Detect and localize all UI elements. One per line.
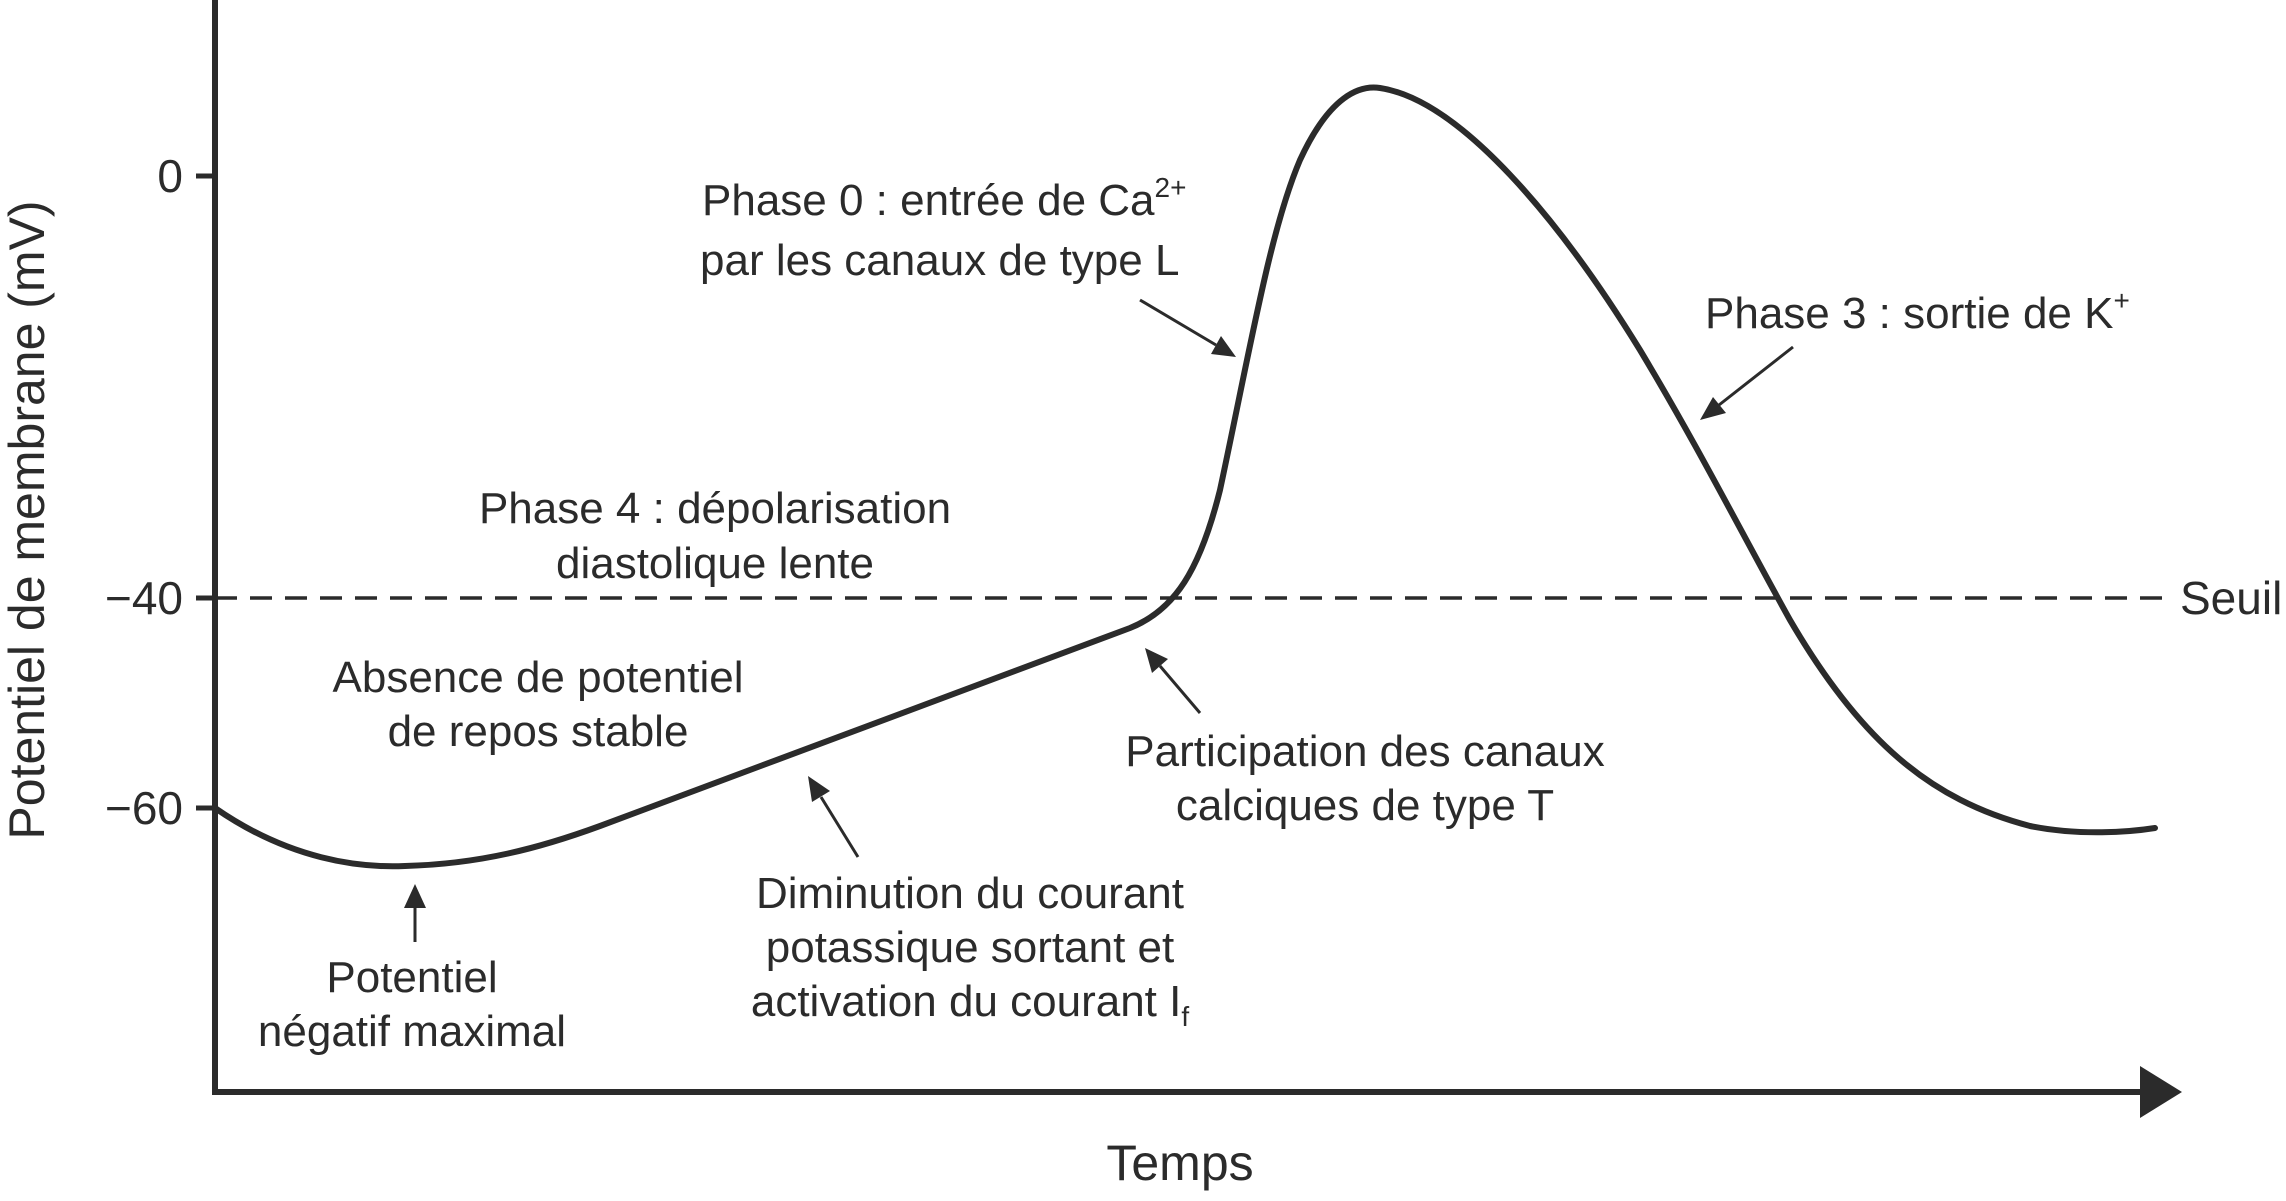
x-axis-title: Temps <box>1106 1135 1253 1191</box>
potentiel-max-label-line1: Potentiel <box>326 953 497 1002</box>
phase3-label: Phase 3 : sortie de K+ <box>1705 285 2130 338</box>
potentiel-max-label-line2: négatif maximal <box>258 1007 566 1056</box>
diminution-label-line1: Diminution du courant <box>756 869 1184 918</box>
y-tick-label-minus40: −40 <box>105 572 183 624</box>
arrow-diminution <box>808 776 860 858</box>
diminution-label-line2: potassique sortant et <box>766 923 1174 972</box>
arrow-canaux-t <box>1145 648 1202 714</box>
canaux-t-label-line1: Participation des canaux <box>1125 727 1604 776</box>
absence-label-line2: de repos stable <box>388 707 689 756</box>
action-potential-curve <box>212 84 2158 870</box>
arrow-potentiel-max <box>404 884 426 942</box>
y-tick-label-0: 0 <box>157 150 183 202</box>
y-tick-label-minus60: −60 <box>105 782 183 834</box>
absence-label-line1: Absence de potentiel <box>333 653 744 702</box>
threshold-label: Seuil <box>2180 572 2282 624</box>
diminution-label-line3: activation du courant If <box>751 977 1189 1032</box>
phase4-label-line1: Phase 4 : dépolarisation <box>479 484 951 533</box>
canaux-t-label-line2: calciques de type T <box>1176 781 1554 830</box>
phase0-label-line1: Phase 0 : entrée de Ca2+ <box>702 172 1186 225</box>
phase4-label-line2: diastolique lente <box>556 539 874 588</box>
y-axis-title: Potentiel de membrane (mV) <box>0 200 55 839</box>
arrow-phase0 <box>1139 298 1236 357</box>
x-axis-arrowhead <box>2140 1066 2182 1118</box>
phase0-label-line2: par les canaux de type L <box>700 236 1179 285</box>
arrow-phase3 <box>1700 345 1794 420</box>
